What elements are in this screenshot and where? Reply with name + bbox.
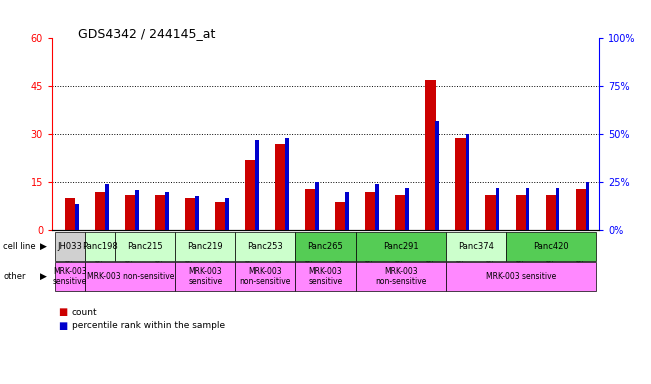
Text: MRK-003
non-sensitive: MRK-003 non-sensitive (375, 267, 426, 286)
Text: Panc215: Panc215 (128, 242, 163, 251)
Bar (125, 195, 135, 230)
Bar (425, 80, 436, 230)
Bar (225, 198, 229, 230)
Bar (406, 188, 409, 230)
Text: Panc198: Panc198 (82, 242, 118, 251)
Bar (95, 192, 105, 230)
Text: MRK-003
sensitive: MRK-003 sensitive (188, 267, 223, 286)
Text: MRK-003 non-sensitive: MRK-003 non-sensitive (87, 272, 174, 281)
Bar (546, 195, 556, 230)
Text: ▶: ▶ (40, 242, 48, 251)
Text: Panc374: Panc374 (458, 242, 493, 251)
Bar (285, 138, 289, 230)
Bar (465, 134, 469, 230)
Bar (456, 137, 466, 230)
Bar (155, 195, 165, 230)
Text: Panc219: Panc219 (187, 242, 223, 251)
Bar (556, 188, 559, 230)
Bar (486, 195, 496, 230)
Bar (75, 204, 79, 230)
Bar (215, 202, 226, 230)
Text: Panc253: Panc253 (247, 242, 283, 251)
Text: MRK-003
non-sensitive: MRK-003 non-sensitive (240, 267, 291, 286)
Bar (525, 188, 529, 230)
Text: ■: ■ (59, 307, 68, 317)
Text: ▶: ▶ (40, 272, 48, 281)
Text: Panc420: Panc420 (533, 242, 569, 251)
Text: percentile rank within the sample: percentile rank within the sample (72, 321, 225, 330)
Bar (365, 192, 376, 230)
Text: MRK-003
sensitive: MRK-003 sensitive (53, 267, 87, 286)
Text: MRK-003
sensitive: MRK-003 sensitive (309, 267, 342, 286)
Bar (315, 182, 319, 230)
Text: JH033: JH033 (58, 242, 83, 251)
Text: other: other (3, 272, 26, 281)
Bar (376, 184, 379, 230)
Text: count: count (72, 308, 97, 317)
Bar (516, 195, 526, 230)
Text: cell line: cell line (3, 242, 36, 251)
Bar (345, 192, 349, 230)
Bar (65, 199, 76, 230)
Bar (395, 195, 406, 230)
Bar (305, 189, 316, 230)
Bar (255, 140, 259, 230)
Bar (135, 190, 139, 230)
Bar (105, 184, 109, 230)
Bar (586, 182, 589, 230)
Text: ■: ■ (59, 321, 68, 331)
Bar (575, 189, 586, 230)
Bar (245, 160, 256, 230)
Bar (335, 202, 346, 230)
Text: GDS4342 / 244145_at: GDS4342 / 244145_at (78, 27, 215, 40)
Bar (436, 121, 439, 230)
Bar (185, 199, 195, 230)
Text: Panc265: Panc265 (308, 242, 343, 251)
Bar (495, 188, 499, 230)
Bar (195, 196, 199, 230)
Text: Panc291: Panc291 (383, 242, 419, 251)
Bar (275, 144, 286, 230)
Text: MRK-003 sensitive: MRK-003 sensitive (486, 272, 556, 281)
Bar (165, 192, 169, 230)
